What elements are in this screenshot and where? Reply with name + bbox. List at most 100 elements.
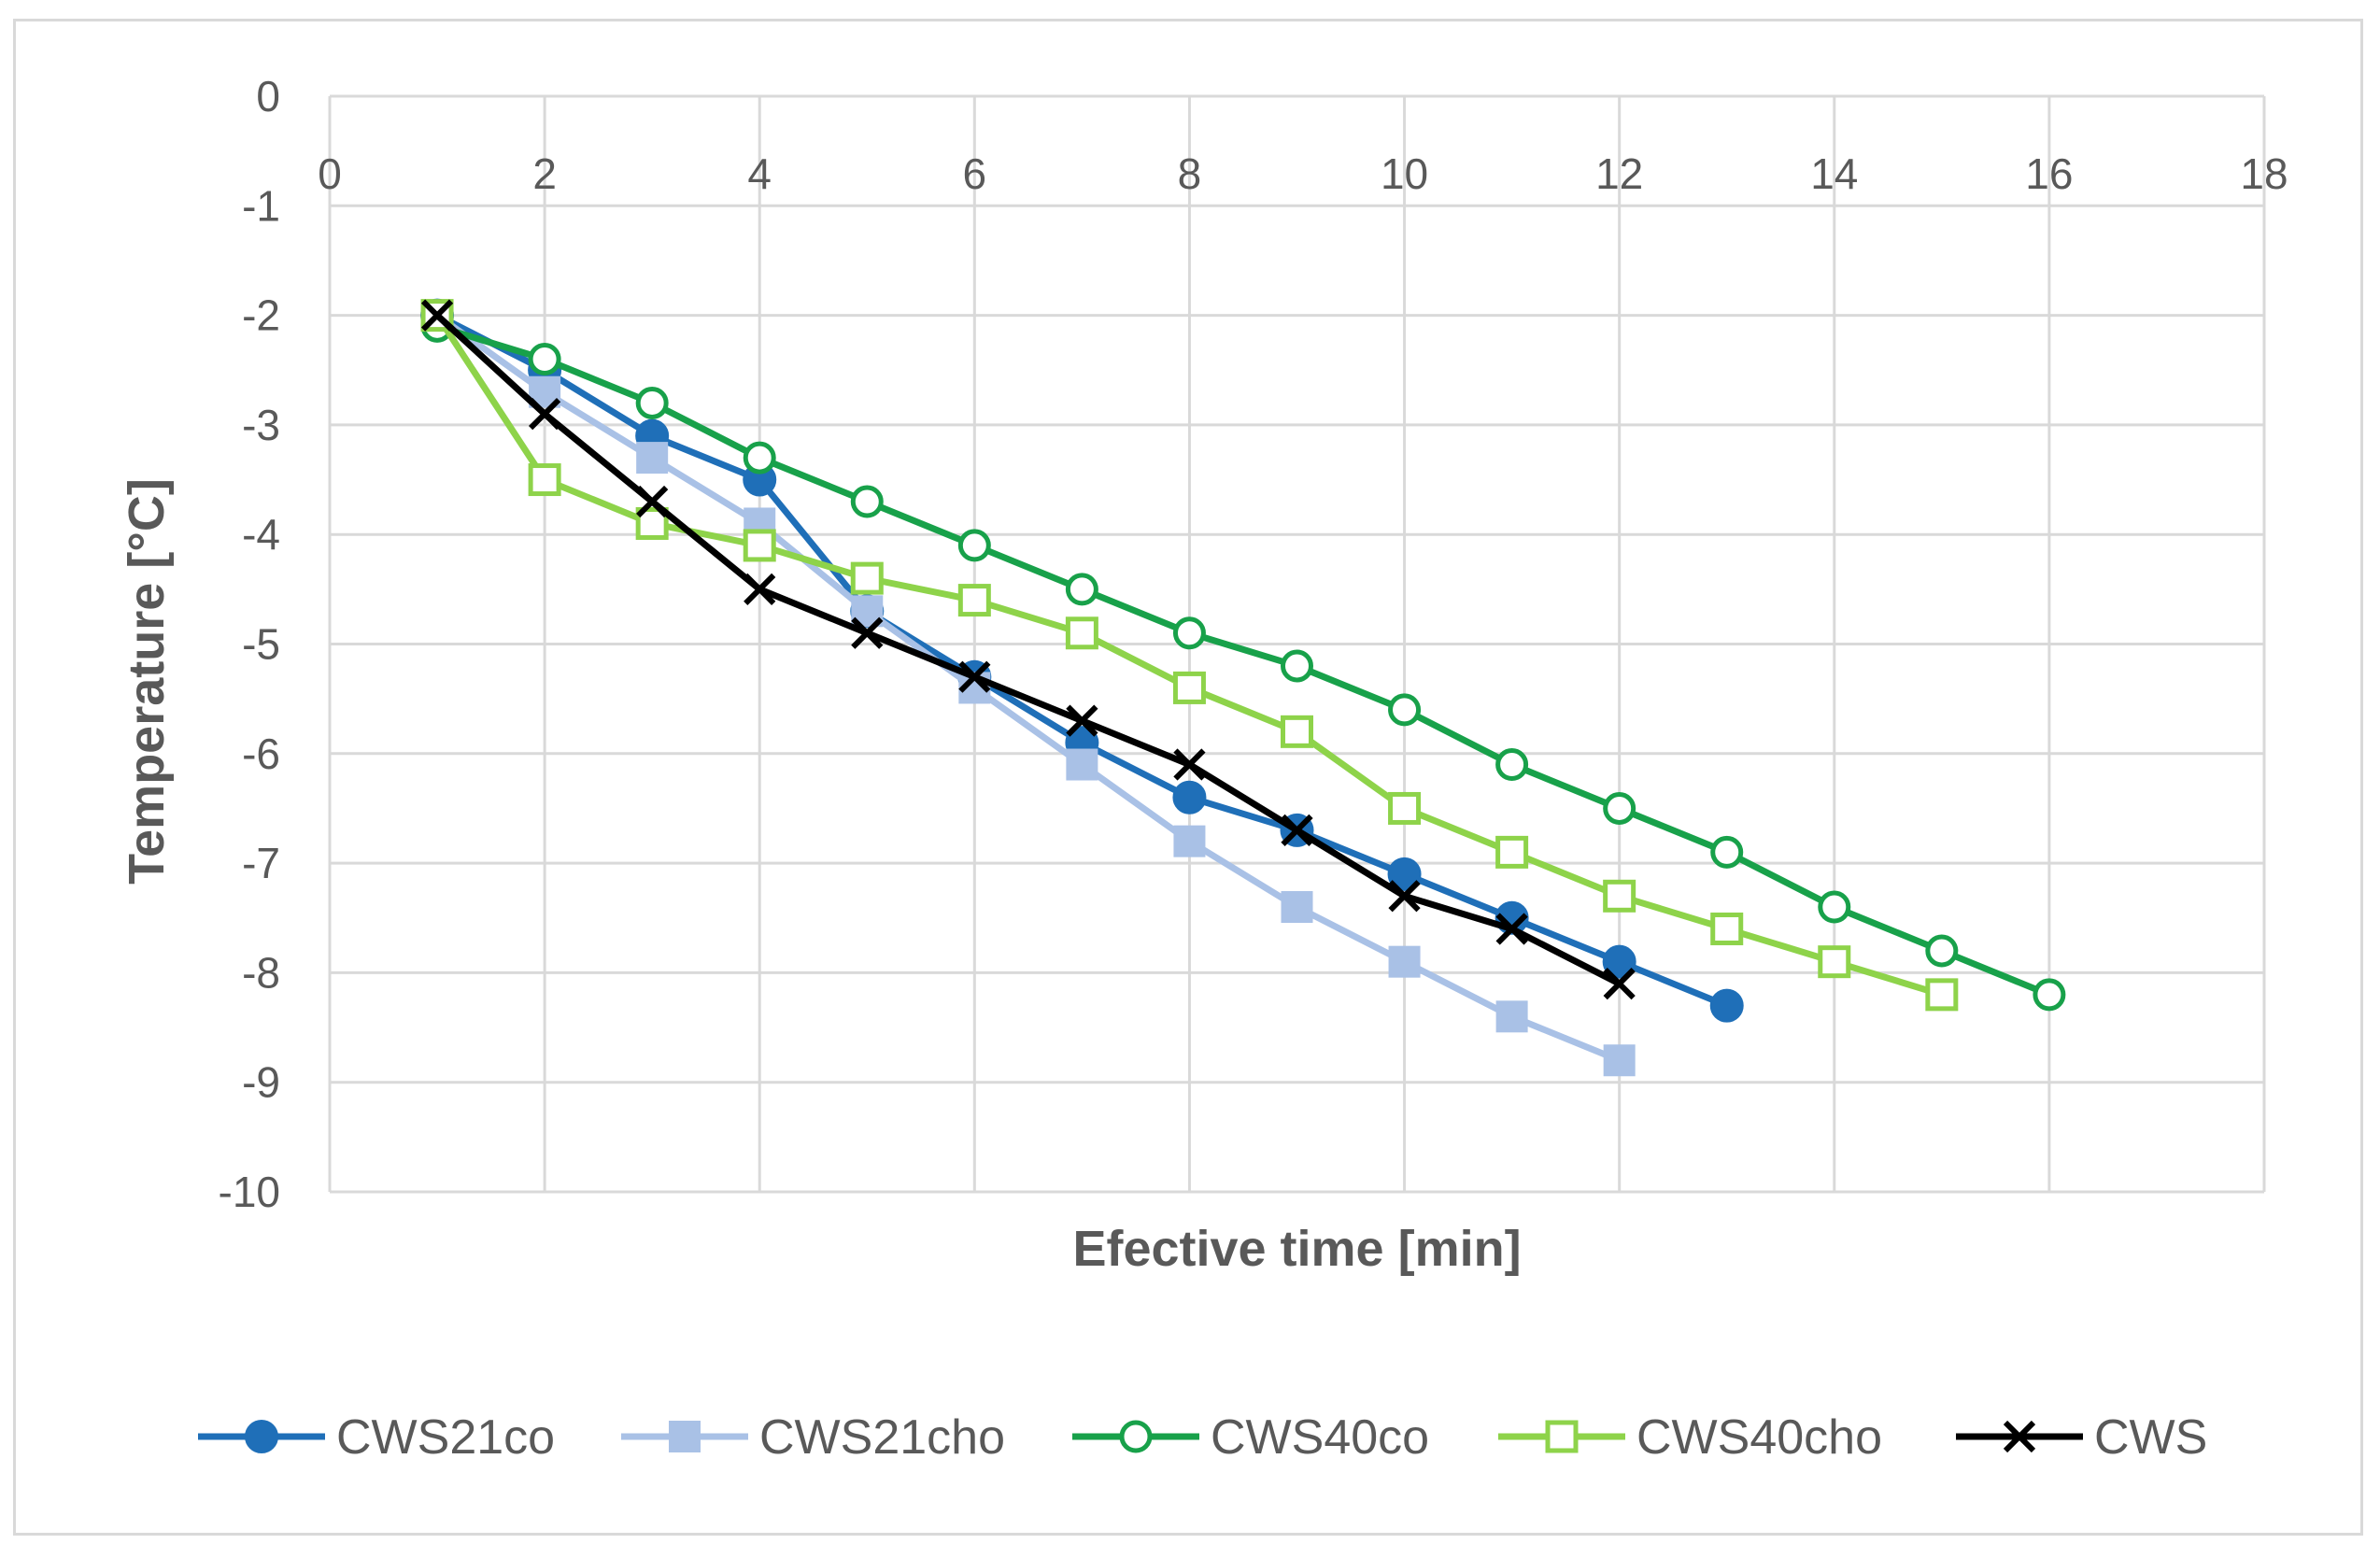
data-point <box>1388 945 1421 978</box>
data-point <box>1603 968 1636 1000</box>
data-point <box>1925 978 1959 1012</box>
x-tick-label: 12 <box>1595 149 1643 198</box>
y-tick-label: -8 <box>242 948 280 997</box>
data-point <box>1388 880 1421 913</box>
data-point <box>1495 1000 1528 1033</box>
data-point <box>743 529 776 562</box>
data-point <box>850 485 884 518</box>
y-tick-label: -5 <box>242 620 280 669</box>
legend-label: CWS40co <box>1211 1410 1429 1465</box>
data-point <box>1281 891 1313 924</box>
data-point <box>1602 944 1636 979</box>
data-point <box>850 561 884 595</box>
x-tick-label: 4 <box>747 149 772 198</box>
data-point <box>2033 978 2066 1012</box>
legend-label: CWS21cho <box>759 1410 1005 1465</box>
data-point <box>1603 1044 1636 1077</box>
data-point <box>1495 835 1529 869</box>
data-point <box>1281 649 1313 683</box>
y-tick-label: -9 <box>242 1058 280 1107</box>
data-point <box>1818 945 1851 979</box>
series-line <box>433 312 1731 1010</box>
x-tick-label: 8 <box>1178 149 1202 198</box>
legend-item-CWS: CWS <box>1956 1410 2207 1465</box>
data-point <box>1710 912 1744 945</box>
legend-item-CWS40cho: CWS40cho <box>1498 1410 1882 1465</box>
legend-marker <box>669 1421 701 1452</box>
data-point <box>1066 704 1098 737</box>
y-axis-title: Temperature [°C] <box>119 478 175 885</box>
data-point <box>1172 671 1206 704</box>
data-point <box>1388 791 1422 825</box>
data-point <box>1925 934 1959 968</box>
legend-marker <box>245 1420 278 1453</box>
data-point <box>1709 988 1744 1023</box>
series-CWS21cho <box>421 299 1636 1077</box>
data-point <box>957 584 991 617</box>
x-tick-label: 0 <box>318 149 342 198</box>
data-point <box>1495 748 1529 782</box>
legend-label: CWS21co <box>336 1410 555 1465</box>
data-point <box>1495 913 1528 945</box>
data-point <box>1173 748 1206 781</box>
data-point <box>635 386 669 419</box>
y-tick-label: -6 <box>242 729 280 778</box>
legend-item-CWS40co: CWS40co <box>1072 1410 1429 1465</box>
y-tick-label: -2 <box>242 291 280 340</box>
x-tick-label: 14 <box>1810 149 1858 198</box>
y-tick-label: -10 <box>219 1168 280 1216</box>
data-point <box>528 398 561 431</box>
legend-item-CWS21co: CWS21co <box>198 1410 555 1465</box>
grid <box>328 94 2266 1194</box>
legend-label: CWS40cho <box>1636 1410 1882 1465</box>
axis-ticks: 0 2 4 6 8 10 12 14 16 18 0 -1 -2 -3 -4 -5 -6 -7 -8 -9 -10 <box>219 72 2288 1216</box>
legend-marker <box>1545 1420 1579 1453</box>
data-point <box>1387 857 1422 891</box>
x-axis-title: Efective time [min] <box>1072 1221 1521 1277</box>
data-point <box>1281 715 1313 748</box>
series-CWS40co <box>420 309 2066 1012</box>
data-point <box>528 463 561 497</box>
data-point <box>743 441 776 474</box>
data-point <box>1603 879 1636 913</box>
series-CWS <box>420 299 1636 1000</box>
series-CWS21co <box>420 298 1744 1023</box>
data-point <box>636 442 669 474</box>
data-point <box>636 485 669 518</box>
data-point <box>1065 616 1098 650</box>
y-tick-label: -3 <box>242 401 280 449</box>
x-tick-label: 2 <box>532 149 557 198</box>
data-point <box>1603 791 1636 825</box>
data-point <box>851 616 884 649</box>
data-point <box>1172 616 1206 650</box>
data-point <box>1281 814 1313 847</box>
series-line <box>433 312 1623 987</box>
series-line <box>433 312 1623 1064</box>
legend-label: CWS <box>2094 1410 2207 1465</box>
x-tick-label: 6 <box>963 149 987 198</box>
data-point <box>958 660 991 693</box>
data-point <box>528 343 561 376</box>
x-tick-label: 10 <box>1381 149 1428 198</box>
data-point <box>1818 890 1851 924</box>
data-point <box>1065 573 1098 606</box>
legend-item-CWS21cho: CWS21cho <box>621 1410 1005 1465</box>
data-point <box>744 573 776 605</box>
data-point <box>1710 835 1744 869</box>
data-point <box>420 299 454 332</box>
legend-marker <box>1119 1420 1153 1453</box>
series-group <box>420 298 2066 1077</box>
data-point <box>1388 693 1422 727</box>
data-point <box>1173 825 1206 857</box>
x-tick-label: 18 <box>2240 149 2288 198</box>
y-tick-label: 0 <box>256 72 280 120</box>
x-tick-label: 16 <box>2025 149 2073 198</box>
series-line <box>433 322 2053 999</box>
legend: CWS21co CWS21cho CWS40co CWS40cho CWS <box>198 1410 2207 1465</box>
data-point <box>1172 780 1207 814</box>
y-tick-label: -1 <box>242 181 280 230</box>
y-tick-label: -7 <box>242 839 280 887</box>
data-point <box>957 529 991 562</box>
y-tick-label: -4 <box>242 510 280 559</box>
